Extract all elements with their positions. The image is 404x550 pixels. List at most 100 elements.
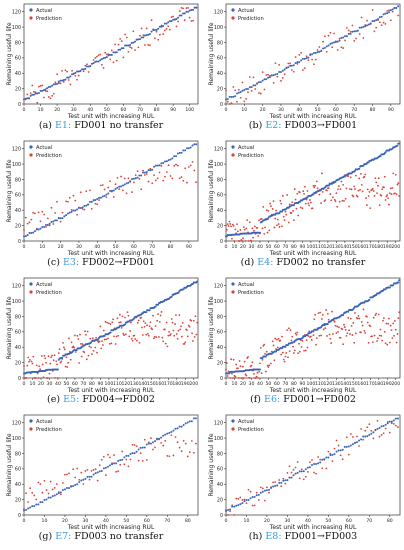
prediction-point: [91, 353, 93, 356]
prediction-point: [98, 340, 101, 343]
actual-point: [187, 147, 190, 150]
prediction-point: [104, 320, 107, 323]
y-tick-label: 80: [217, 40, 223, 46]
x-tick-label: 190: [383, 244, 392, 250]
prediction-point: [190, 319, 193, 322]
prediction-point: [162, 444, 165, 447]
prediction-point: [337, 326, 340, 329]
prediction-point: [327, 187, 330, 190]
prediction-point: [143, 438, 146, 441]
actual-point: [312, 193, 315, 196]
prediction-point: [250, 89, 253, 92]
prediction-point: [337, 444, 340, 447]
actual-point: [349, 444, 352, 447]
actual-point: [171, 157, 174, 160]
actual-point: [142, 171, 145, 174]
x-tick-label: 70: [366, 518, 372, 524]
prediction-point: [79, 343, 82, 345]
actual-point: [303, 57, 306, 60]
actual-point: [327, 456, 330, 459]
actual-point: [340, 36, 343, 39]
prediction-point: [302, 478, 305, 481]
prediction-point: [310, 339, 313, 341]
prediction-point: [165, 171, 168, 173]
prediction-point: [377, 184, 379, 187]
actual-point: [119, 459, 122, 462]
prediction-point: [345, 436, 348, 439]
prediction-point: [25, 377, 28, 379]
prediction-point: [395, 193, 398, 196]
legend-prediction-marker: [231, 290, 235, 294]
actual-point: [391, 8, 394, 11]
prediction-point: [315, 343, 317, 346]
x-tick-label: 10: [232, 244, 238, 250]
x-tick-label: 100: [185, 107, 194, 113]
prediction-point: [52, 223, 55, 225]
prediction-point: [94, 346, 97, 349]
prediction-point: [158, 321, 161, 323]
x-tick-label: 80: [185, 518, 191, 524]
prediction-point: [354, 312, 356, 314]
actual-point: [147, 169, 150, 172]
prediction-point: [231, 372, 233, 375]
prediction-point: [361, 190, 364, 193]
actual-point: [356, 29, 359, 32]
x-tick-label: 10: [232, 381, 238, 387]
x-tick-label: 40: [296, 107, 302, 113]
actual-point: [45, 498, 48, 501]
prediction-point: [107, 186, 110, 189]
prediction-point: [347, 453, 350, 456]
caption-experiment: E7:: [55, 531, 72, 542]
prediction-point: [166, 455, 169, 457]
x-tick-label: 10: [30, 381, 36, 387]
prediction-point: [356, 195, 359, 198]
prediction-point: [145, 173, 148, 175]
actual-point: [234, 95, 237, 98]
prediction-point: [92, 468, 95, 471]
prediction-point: [225, 229, 228, 231]
prediction-point: [61, 69, 64, 72]
actual-point: [343, 445, 346, 448]
actual-point: [351, 30, 354, 33]
prediction-point: [83, 351, 86, 354]
y-tick-label: 20: [15, 223, 21, 229]
prediction-point: [193, 451, 195, 454]
prediction-point: [275, 209, 277, 212]
prediction-point: [292, 70, 295, 73]
prediction-point: [191, 332, 193, 335]
prediction-point: [389, 324, 392, 327]
actual-point: [63, 215, 66, 218]
prediction-point: [66, 473, 68, 476]
actual-point: [125, 454, 128, 457]
prediction-point: [74, 351, 77, 353]
prediction-point: [96, 203, 99, 206]
x-axis-label: Test unit with increasing RUL: [269, 113, 357, 120]
actual-point: [397, 5, 400, 8]
caption-description: FD002 no transfer: [276, 257, 366, 268]
actual-point: [55, 219, 58, 222]
prediction-point: [335, 192, 338, 195]
x-axis-label: Test unit with increasing RUL: [269, 387, 357, 394]
actual-point: [247, 498, 250, 501]
prediction-point: [371, 187, 374, 190]
actual-point: [145, 34, 148, 37]
y-tick-label: 120: [12, 283, 21, 289]
prediction-point: [334, 324, 337, 327]
actual-point: [66, 76, 69, 79]
y-tick-label: 40: [15, 345, 21, 351]
prediction-point: [389, 187, 392, 190]
actual-point: [239, 503, 242, 506]
actual-point: [377, 17, 380, 20]
prediction-point: [61, 211, 64, 214]
prediction-point: [140, 27, 143, 30]
prediction-point: [375, 26, 378, 29]
x-tick-label: 0: [23, 518, 26, 524]
prediction-point: [324, 35, 326, 38]
prediction-point: [287, 62, 290, 65]
prediction-point: [301, 339, 304, 342]
caption-experiment: E1:: [54, 120, 72, 131]
actual-point: [232, 95, 235, 98]
prediction-point: [388, 192, 391, 195]
